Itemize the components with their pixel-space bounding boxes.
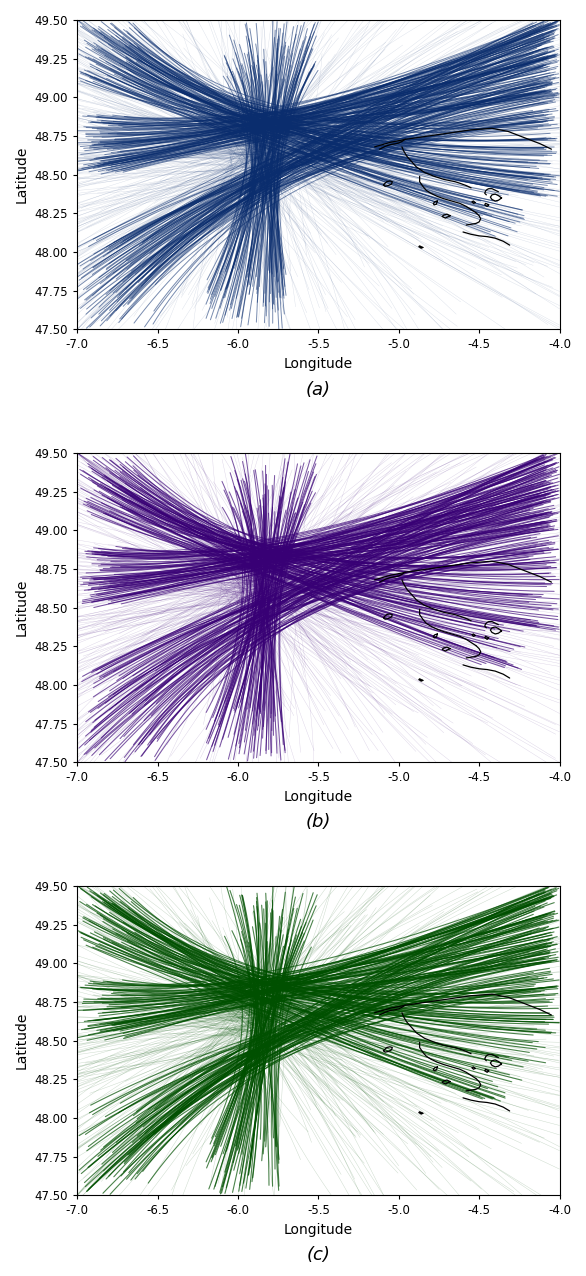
Y-axis label: Latitude: Latitude bbox=[15, 1012, 29, 1069]
X-axis label: Longitude: Longitude bbox=[284, 790, 353, 804]
Text: (a): (a) bbox=[306, 380, 331, 398]
Text: (c): (c) bbox=[306, 1247, 331, 1265]
X-axis label: Longitude: Longitude bbox=[284, 1222, 353, 1236]
Y-axis label: Latitude: Latitude bbox=[15, 579, 29, 637]
Y-axis label: Latitude: Latitude bbox=[15, 145, 29, 203]
X-axis label: Longitude: Longitude bbox=[284, 357, 353, 371]
Text: (b): (b) bbox=[306, 814, 331, 832]
